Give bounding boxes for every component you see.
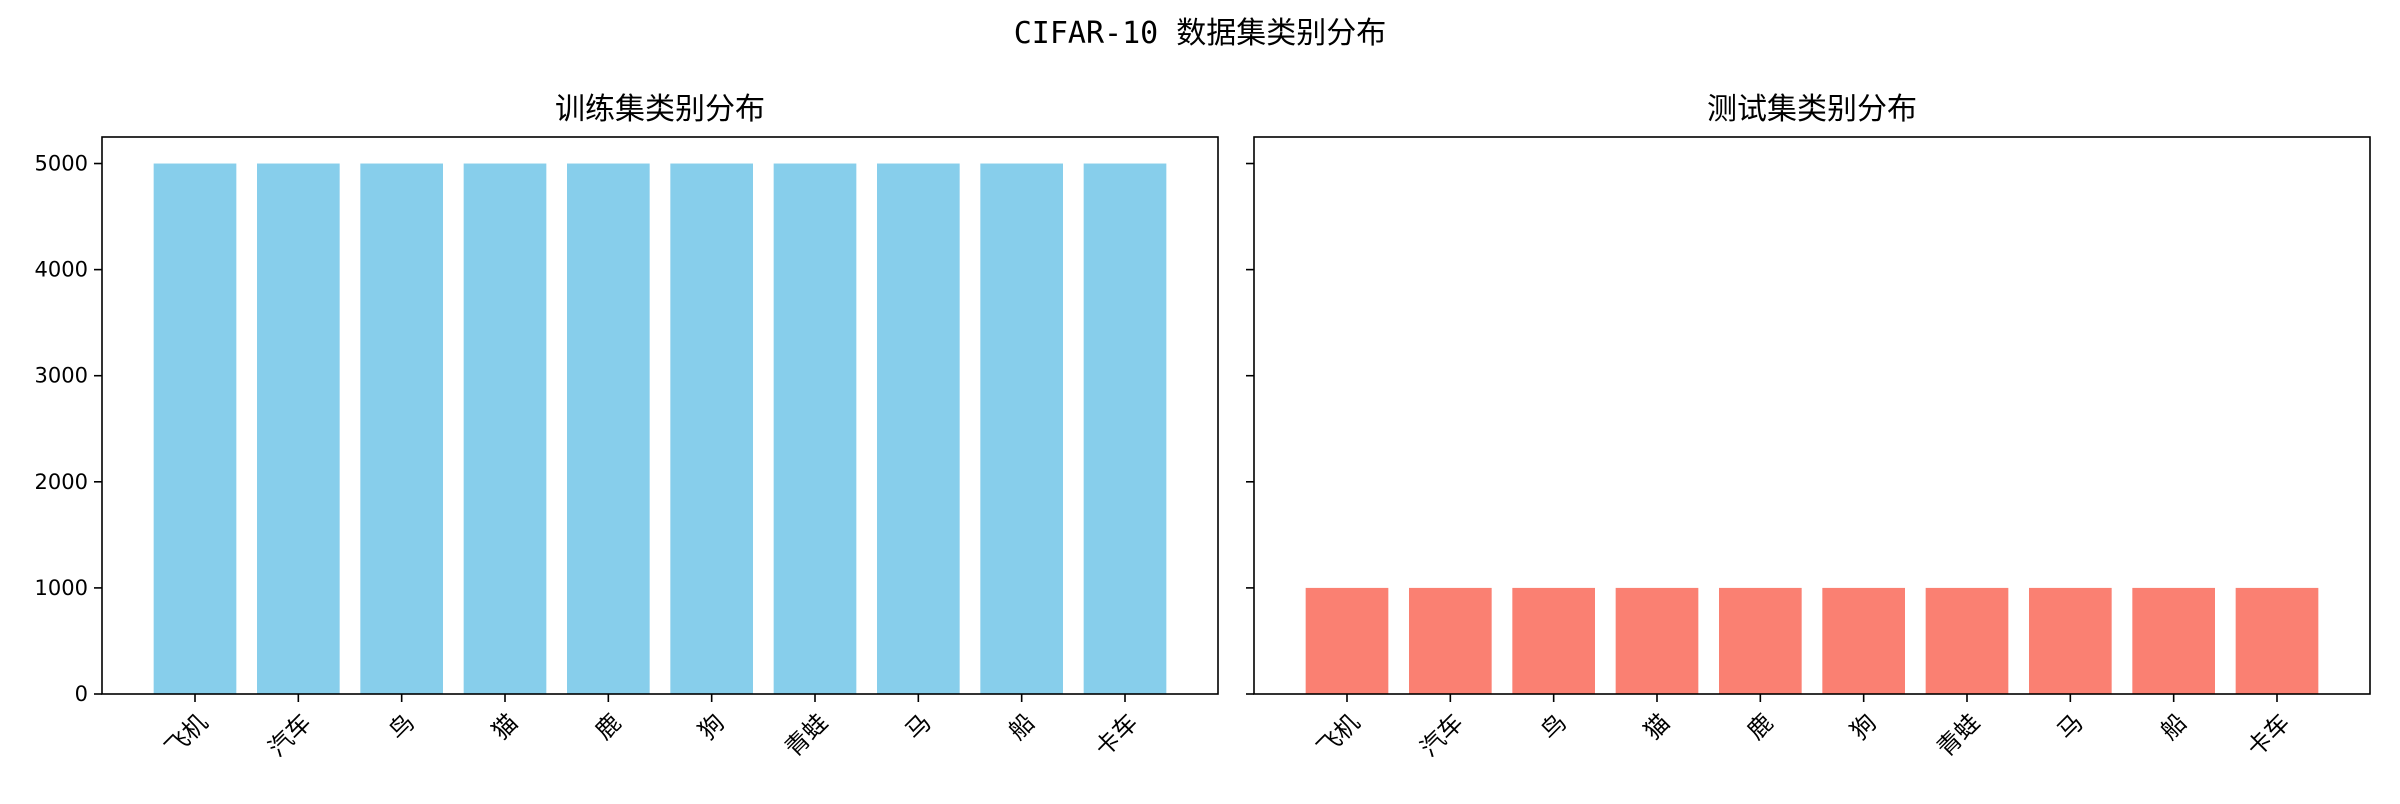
bar-test-2 <box>1512 587 1595 694</box>
x-tick-label-1-1: 汽车 <box>1415 708 1469 762</box>
bar-train-4 <box>567 163 650 694</box>
bar-test-8 <box>2132 587 2215 694</box>
x-tick-label-0-0: 飞机 <box>160 708 214 762</box>
plot-frame-0 <box>101 136 1219 695</box>
subplot-title-0: 训练集类别分布 <box>555 92 765 127</box>
x-tick-label-0-3: 猫 <box>486 708 523 745</box>
y-tick-label-0-0: 0 <box>75 682 88 706</box>
bar-test-9 <box>2235 587 2319 694</box>
x-tick-label-1-6: 青蛙 <box>1932 708 1986 762</box>
bar-train-1 <box>257 163 340 694</box>
bar-train-3 <box>463 163 547 694</box>
y-tick-label-0-4: 4000 <box>35 258 88 282</box>
x-tick-label-0-8: 船 <box>1003 708 1040 745</box>
bar-train-5 <box>670 163 753 694</box>
bar-test-4 <box>1719 587 1802 694</box>
y-tick-label-0-5: 5000 <box>35 152 88 176</box>
y-tick-label-0-1: 1000 <box>35 576 88 600</box>
bar-train-9 <box>1083 163 1167 694</box>
bar-test-3 <box>1615 587 1699 694</box>
bar-train-0 <box>153 163 237 694</box>
bar-test-5 <box>1822 587 1905 694</box>
x-tick-label-0-2: 鸟 <box>383 708 420 745</box>
x-tick-label-1-5: 狗 <box>1845 708 1882 745</box>
bar-train-8 <box>980 163 1063 694</box>
plot-frame-1 <box>1253 136 2371 695</box>
bar-test-7 <box>2029 587 2112 694</box>
subplot-title-1: 测试集类别分布 <box>1707 92 1917 127</box>
bar-test-6 <box>1925 587 2009 694</box>
x-tick-label-1-2: 鸟 <box>1535 708 1572 745</box>
x-tick-label-0-6: 青蛙 <box>780 708 834 762</box>
x-tick-label-0-5: 狗 <box>693 708 730 745</box>
bar-train-6 <box>773 163 857 694</box>
x-tick-label-1-9: 卡车 <box>2242 708 2296 762</box>
bar-test-0 <box>1305 587 1389 694</box>
x-tick-label-1-8: 船 <box>2155 708 2192 745</box>
figure-title: CIFAR-10 数据集类别分布 <box>1013 16 1387 51</box>
x-tick-label-1-3: 猫 <box>1638 708 1675 745</box>
bar-train-2 <box>360 163 443 694</box>
bar-train-7 <box>877 163 960 694</box>
y-tick-label-0-2: 2000 <box>35 470 88 494</box>
x-tick-label-0-1: 汽车 <box>263 708 317 762</box>
x-tick-label-1-4: 鹿 <box>1742 708 1779 745</box>
x-tick-label-0-9: 卡车 <box>1090 708 1144 762</box>
x-tick-label-1-7: 马 <box>2052 708 2089 745</box>
x-tick-label-0-7: 马 <box>900 708 937 745</box>
x-tick-label-1-0: 飞机 <box>1312 708 1366 762</box>
bar-test-1 <box>1409 587 1492 694</box>
x-tick-label-0-4: 鹿 <box>590 708 627 745</box>
y-tick-label-0-3: 3000 <box>35 364 88 388</box>
